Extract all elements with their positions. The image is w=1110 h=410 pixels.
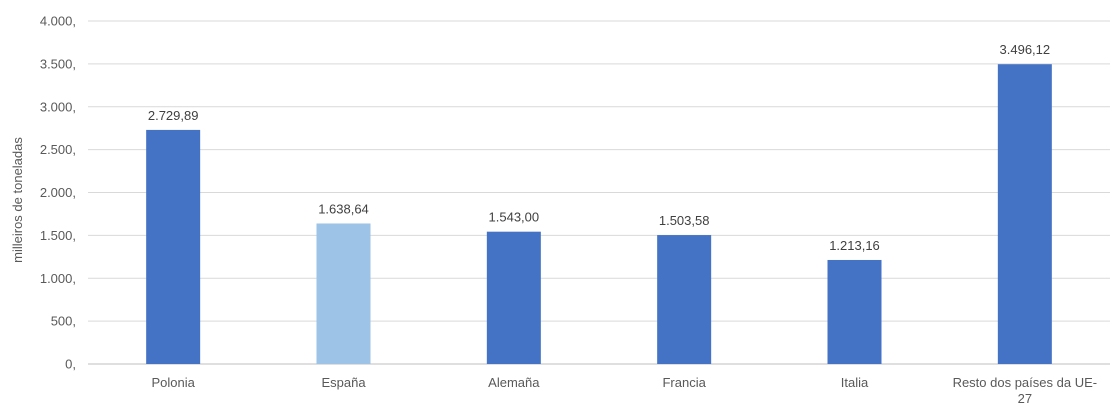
x-tick-label-line: Italia — [841, 375, 869, 390]
x-tick-label-line: Resto dos países da UE- — [953, 375, 1098, 390]
y-tick-label: 4.000, — [40, 14, 76, 29]
y-tick-label: 3.500, — [40, 56, 76, 71]
bar — [997, 64, 1052, 365]
x-tick-label: Francia — [662, 375, 706, 390]
x-tick-label-line: Francia — [662, 375, 706, 390]
data-label: 1.503,58 — [659, 213, 710, 228]
bar — [827, 259, 882, 364]
y-tick-label: 3.000, — [40, 99, 76, 114]
bar — [486, 231, 541, 364]
x-tick-label-line: 27 — [1018, 391, 1032, 406]
data-label: 1.543,00 — [489, 210, 540, 225]
y-tick-label: 1.000, — [40, 271, 76, 286]
x-tick-label: Resto dos países da UE-27 — [953, 375, 1098, 406]
y-tick-label: 2.000, — [40, 185, 76, 200]
y-axis-ticks: 0, 500, 1.000, 1.500, 2.000, 2.500, 3.000, 3.50… — [40, 14, 76, 372]
x-tick-label: Alemaña — [488, 375, 540, 390]
bars — [146, 64, 1052, 365]
y-tick-label: 0, — [65, 357, 76, 372]
x-tick-label-line: España — [321, 375, 366, 390]
data-label: 1.638,64 — [318, 201, 369, 216]
data-labels: 2.729,89 1.638,64 1.543,00 1.503,58 1.213,16… — [148, 42, 1050, 253]
bar — [316, 223, 371, 364]
y-tick-label: 500, — [51, 314, 76, 329]
bar — [146, 129, 201, 364]
x-tick-label: Italia — [841, 375, 869, 390]
y-axis-title: milleiros de toneladas — [10, 137, 25, 263]
y-tick-label: 2.500, — [40, 142, 76, 157]
bar — [657, 235, 712, 364]
x-axis-ticks: Polonia España Alemaña Francia Italia Resto d… — [151, 375, 1097, 406]
data-label: 2.729,89 — [148, 108, 199, 123]
x-tick-label: España — [321, 375, 366, 390]
y-tick-label: 1.500, — [40, 228, 76, 243]
grid-lines — [88, 20, 1110, 365]
x-tick-label: Polonia — [151, 375, 195, 390]
data-label: 3.496,12 — [1000, 42, 1051, 57]
data-label: 1.213,16 — [829, 238, 880, 253]
x-tick-label-line: Alemaña — [488, 375, 540, 390]
x-tick-label-line: Polonia — [151, 375, 195, 390]
